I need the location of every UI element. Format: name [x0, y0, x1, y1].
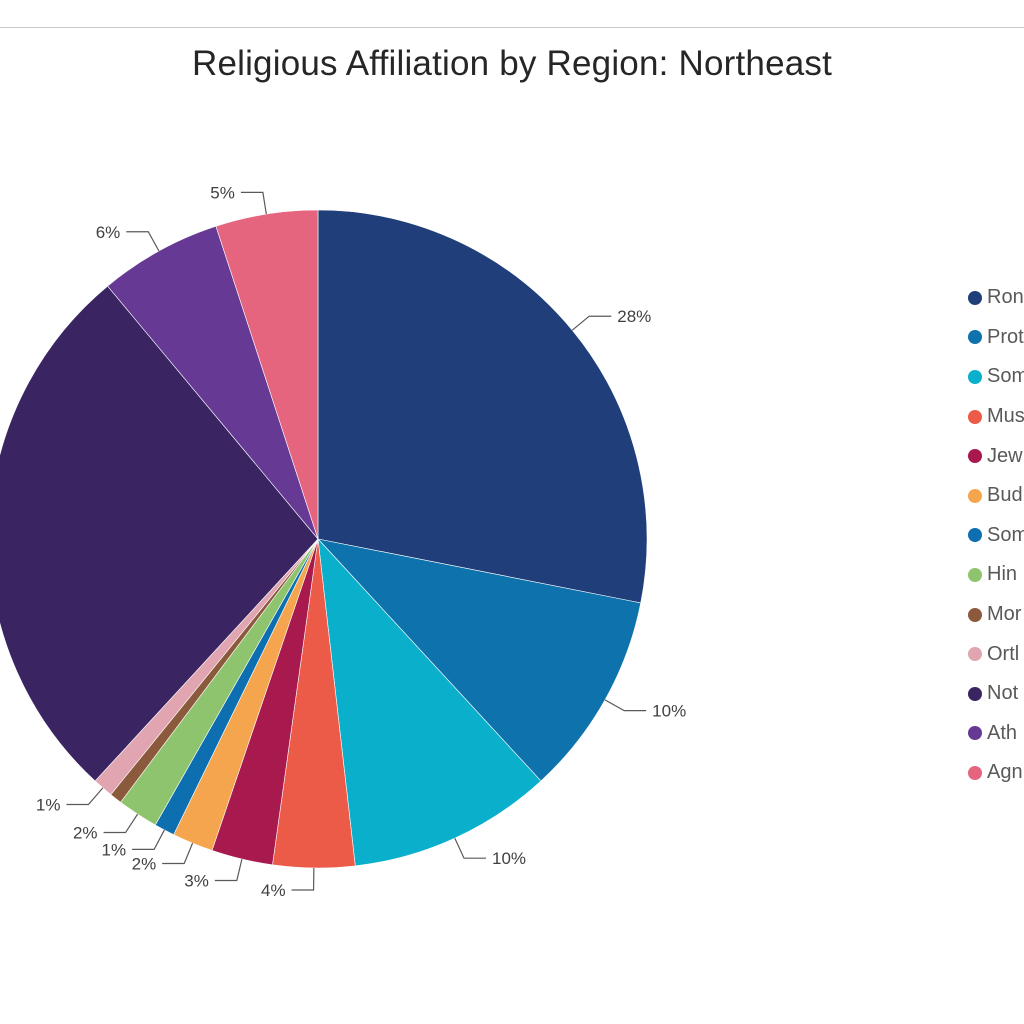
legend-swatch-2: [968, 369, 982, 384]
legend-label-5: Bud: [987, 484, 1023, 507]
data-label-3: 4%: [261, 881, 286, 900]
legend-swatch-1: [968, 330, 982, 345]
leader-line-11: [126, 231, 160, 252]
legend-swatch-11: [968, 726, 982, 741]
legend-swatch-5: [968, 488, 982, 503]
legend-swatch-6: [968, 528, 982, 543]
legend-label-9: Ortl: [987, 642, 1020, 665]
legend-item-11: Ath: [968, 714, 1024, 754]
legend-label-7: Hin: [987, 563, 1018, 586]
data-label-12: 5%: [210, 183, 235, 202]
legend-item-5: Bud: [968, 476, 1024, 516]
chart-title: Religious Affiliation by Region: Northea…: [191, 44, 833, 83]
pie-slices: [0, 209, 648, 869]
legend-swatch-7: [968, 567, 982, 582]
legend-item-9: Ortl: [968, 634, 1024, 674]
data-label-4: 3%: [184, 871, 209, 890]
legend-item-4: Jew: [968, 436, 1024, 476]
legend-swatch-10: [968, 686, 982, 701]
leader-line-1: [604, 699, 647, 712]
leader-line-7: [103, 813, 139, 834]
pie-slice-0: [317, 209, 648, 604]
legend-label-6: Som: [987, 523, 1024, 546]
leader-line-4: [214, 858, 243, 882]
legend-item-12: Agn: [968, 753, 1024, 793]
legend-item-8: Mor: [968, 595, 1024, 635]
legend-label-2: Som: [987, 365, 1024, 388]
chart-legend: Ron Prot Som Mus Jew Bud Som Hin Mor Ortl Not Ath Ag…: [968, 278, 1024, 793]
legend-swatch-12: [968, 765, 982, 780]
pie-slice-10: [0, 285, 319, 782]
legend-item-3: Mus: [968, 397, 1024, 437]
legend-label-4: Jew: [987, 444, 1023, 467]
legend-item-2: Som: [968, 357, 1024, 397]
leader-line-9: [66, 787, 104, 806]
leader-line-5: [162, 842, 194, 865]
legend-label-8: Mor: [987, 603, 1022, 626]
leader-line-0: [571, 315, 612, 331]
legend-swatch-3: [968, 409, 982, 424]
pie-slice-11: [107, 225, 319, 540]
legend-item-0: Ron: [968, 278, 1024, 318]
legend-swatch-8: [968, 607, 982, 622]
pie-labels: 28%10%10%4%3%2%1%2%1%6%5%: [36, 183, 686, 900]
pie-slice-1: [317, 538, 642, 782]
data-label-0: 28%: [617, 307, 651, 326]
data-label-11: 6%: [96, 223, 121, 242]
legend-label-0: Ron: [987, 286, 1024, 309]
data-label-6: 1%: [102, 840, 127, 859]
data-label-2: 10%: [492, 849, 526, 868]
legend-label-12: Agn: [987, 761, 1023, 784]
legend-label-10: Not: [987, 682, 1019, 705]
leader-line-3: [291, 867, 315, 891]
legend-label-11: Ath: [987, 721, 1018, 744]
legend-swatch-9: [968, 647, 982, 662]
pie-slice-2: [317, 538, 542, 867]
legend-item-6: Som: [968, 516, 1024, 556]
pie-slice-12: [215, 209, 319, 540]
legend-label-1: Prot: [987, 325, 1024, 348]
leader-line-6: [132, 829, 165, 850]
data-label-1: 10%: [652, 702, 686, 721]
legend-label-3: Mus: [987, 405, 1024, 428]
data-label-9: 1%: [36, 796, 61, 815]
data-label-7: 2%: [73, 824, 98, 843]
legend-swatch-0: [968, 290, 982, 305]
legend-item-7: Hin: [968, 555, 1024, 595]
leader-line-2: [454, 837, 486, 859]
legend-swatch-4: [968, 449, 982, 464]
legend-item-10: Not: [968, 674, 1024, 714]
leader-line-12: [240, 191, 267, 215]
data-label-5: 2%: [132, 854, 157, 873]
top-divider: [0, 27, 1024, 28]
legend-item-1: Prot: [968, 318, 1024, 358]
